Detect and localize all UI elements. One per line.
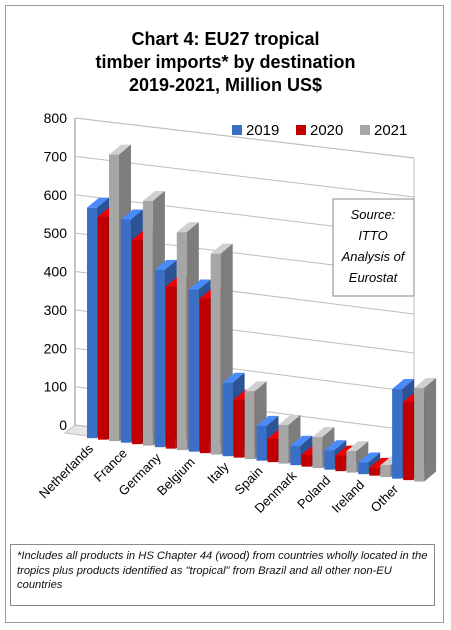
bar-front	[278, 424, 289, 464]
bar-front	[358, 462, 369, 475]
bar-front	[256, 425, 267, 461]
legend-label-2020: 2020	[310, 122, 343, 139]
bar-top	[324, 440, 347, 451]
y-tick-label: 800	[44, 110, 68, 126]
bar-front	[392, 389, 403, 479]
bar-top	[358, 452, 381, 463]
bar-front	[324, 450, 335, 470]
bar-front	[176, 232, 187, 451]
y-tick-label: 700	[44, 148, 68, 164]
bar-front	[98, 216, 108, 440]
bar-top	[244, 381, 267, 392]
x-tick-label: Other	[368, 481, 402, 515]
legend-label-2019: 2019	[246, 122, 279, 139]
gridline	[74, 155, 415, 198]
bar-top	[346, 441, 369, 452]
bar-front	[301, 455, 312, 467]
bar-top	[256, 415, 279, 426]
y-tick-label: 600	[44, 187, 68, 203]
bar-front	[131, 240, 142, 445]
x-tick-label: Italy	[204, 459, 232, 487]
bar-front	[335, 455, 346, 472]
bar-front	[210, 253, 221, 455]
legend: 2019 2020 2021	[232, 122, 407, 139]
x-tick-label: Netherlands	[36, 441, 97, 502]
bar-top	[210, 243, 233, 254]
bar-top	[120, 209, 143, 220]
bar-top	[392, 379, 415, 390]
bar-front	[380, 465, 391, 478]
bar-top	[176, 222, 199, 233]
bar-front	[142, 200, 153, 446]
source-line-2: ITTO	[358, 228, 387, 243]
x-tick-label: Poland	[294, 473, 333, 512]
legend-swatch-2021	[360, 125, 370, 135]
source-box: Source: ITTO Analysis of Eurostat	[332, 198, 415, 297]
bar-front	[403, 402, 414, 481]
y-tick-label: 300	[44, 302, 68, 318]
y-tick-label: 100	[44, 379, 68, 395]
bar-front	[346, 451, 357, 473]
bar-top	[278, 414, 301, 425]
bar-front	[267, 438, 278, 463]
bar-top	[414, 377, 437, 388]
x-tick-label: Spain	[231, 464, 265, 498]
bar-side	[424, 377, 437, 482]
x-tick-label: Ireland	[329, 477, 368, 516]
bar-top	[188, 279, 211, 290]
legend-swatch-2019	[232, 125, 242, 135]
bar-front	[369, 467, 380, 476]
bar-top	[222, 372, 245, 383]
bar-front	[154, 269, 165, 448]
bar-top	[109, 144, 131, 155]
bar-top	[154, 259, 177, 270]
bar-front	[188, 289, 199, 452]
bar-front	[312, 437, 323, 469]
bar-top	[369, 457, 392, 468]
y-tick-label: 0	[59, 417, 67, 433]
bar-front	[233, 399, 244, 458]
bar-front	[165, 286, 176, 449]
source-line-3: Analysis of	[341, 249, 406, 264]
y-tick-label: 500	[44, 225, 68, 241]
bar-other-2021	[414, 377, 437, 482]
chart-title-line-1: Chart 4: EU27 tropical	[131, 29, 320, 49]
source-line-4: Eurostat	[349, 270, 399, 285]
bar-top	[142, 190, 165, 201]
bar-front	[414, 387, 425, 482]
bar-top	[87, 197, 109, 208]
bar-front	[199, 298, 210, 454]
bar-front	[109, 154, 119, 442]
chart-title-line-3: 2019-2021, Million US$	[128, 75, 323, 95]
bars	[87, 144, 437, 482]
bar-top	[290, 435, 313, 446]
footnote: *Includes all products in HS Chapter 44 …	[10, 544, 435, 606]
bar-front	[120, 219, 131, 443]
source-line-1: Source:	[351, 207, 396, 222]
bar-front	[290, 445, 301, 466]
bar-front	[244, 391, 255, 460]
bar-front	[222, 382, 233, 457]
y-tick-label: 200	[44, 340, 68, 356]
gridline	[74, 117, 415, 159]
y-tick-label: 400	[44, 264, 68, 280]
bar-front	[87, 207, 97, 439]
y-tick-labels: 0 100 200 300 400 500 600 700 800	[44, 110, 68, 433]
legend-label-2021: 2021	[374, 122, 407, 139]
bar-top	[312, 427, 335, 438]
chart-title-line-2: timber imports* by destination	[95, 52, 356, 72]
legend-swatch-2020	[296, 125, 306, 135]
